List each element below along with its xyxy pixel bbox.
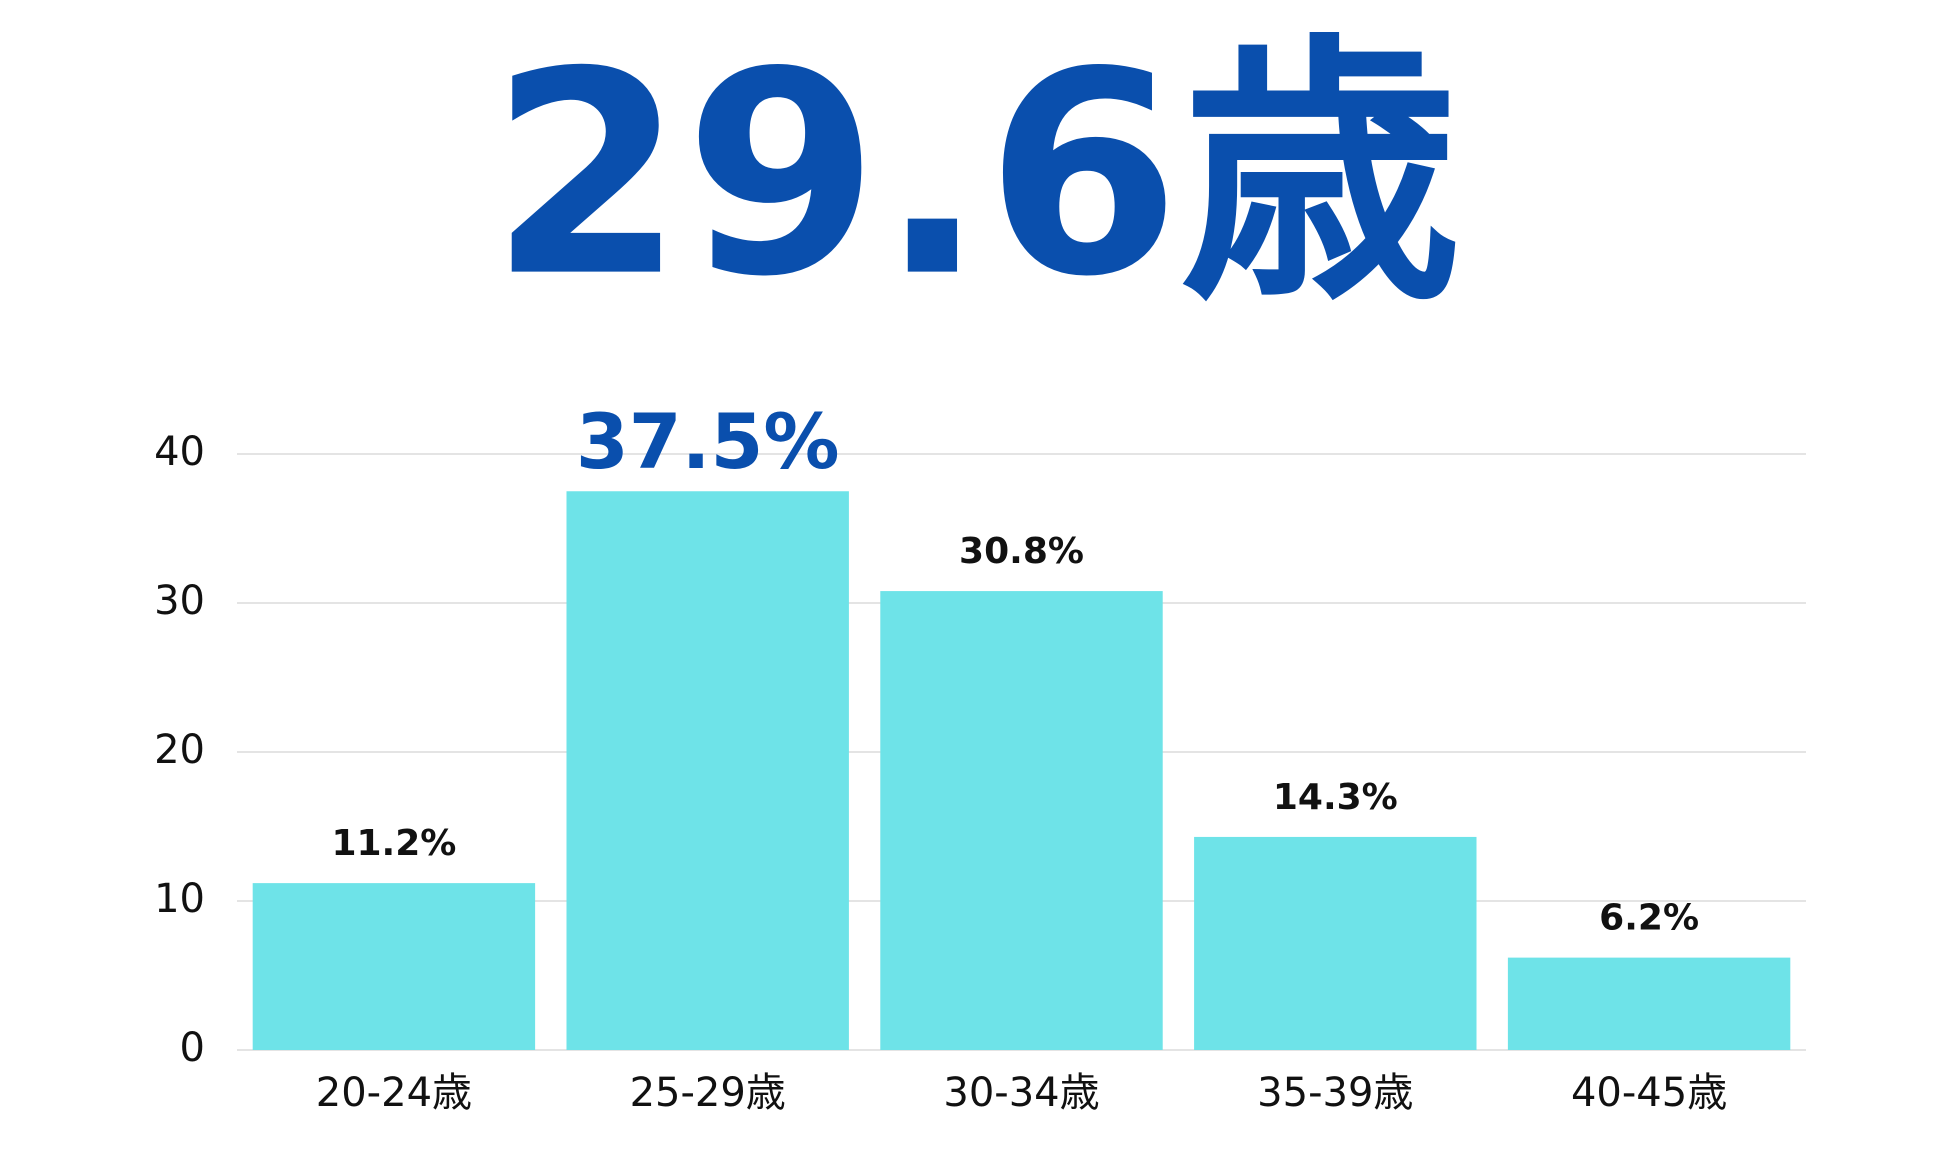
x-tick-label: 30-34歳 bbox=[943, 1070, 1099, 1116]
bar bbox=[1194, 836, 1477, 1050]
y-tick-label: 0 bbox=[180, 1025, 205, 1071]
bar bbox=[880, 591, 1163, 1050]
y-tick-label: 20 bbox=[154, 727, 205, 773]
bar bbox=[1507, 957, 1791, 1050]
data-label: 6.2% bbox=[1599, 898, 1699, 939]
data-label: 37.5% bbox=[576, 397, 840, 486]
y-tick-label: 40 bbox=[154, 429, 205, 475]
y-tick-label: 30 bbox=[154, 578, 205, 624]
data-label: 11.2% bbox=[331, 823, 456, 864]
x-tick-label: 20-24歳 bbox=[316, 1070, 472, 1116]
x-tick-label: 25-29歳 bbox=[630, 1070, 786, 1116]
data-label: 30.8% bbox=[959, 531, 1084, 572]
bar bbox=[566, 491, 849, 1050]
x-tick-label: 40-45歳 bbox=[1571, 1070, 1727, 1116]
data-label: 14.3% bbox=[1273, 777, 1398, 818]
chart-title: 29.6歳 bbox=[490, 13, 1461, 339]
y-tick-label: 10 bbox=[154, 876, 205, 922]
x-tick-label: 35-39歳 bbox=[1257, 1070, 1413, 1116]
bar bbox=[252, 883, 536, 1050]
